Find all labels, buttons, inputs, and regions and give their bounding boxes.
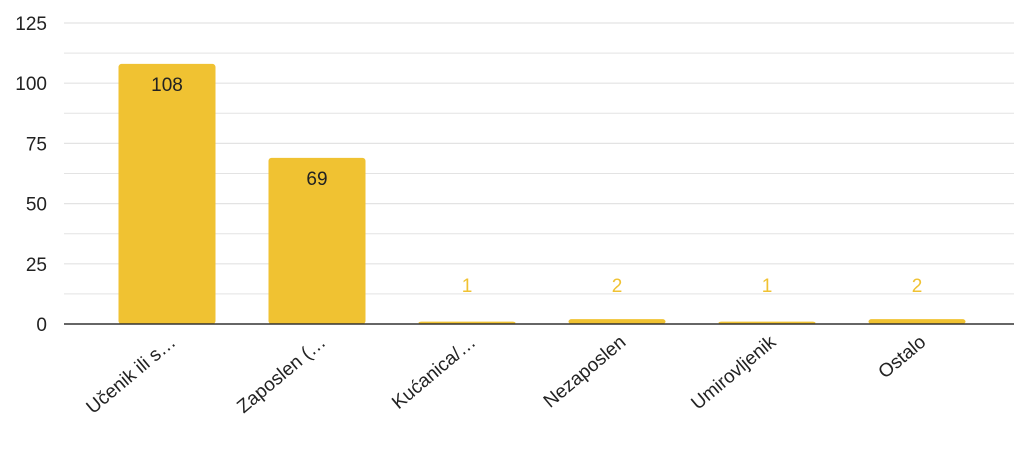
- gridlines: [64, 22, 1014, 295]
- y-tick-label: 100: [15, 74, 47, 95]
- x-tick-label: Ostalo: [875, 332, 931, 383]
- data-label: 1: [462, 276, 473, 297]
- x-tick-label: Zaposlen (…: [233, 332, 330, 418]
- x-axis-tick-labels: Učenik ili s… Zaposlen (… Kućanica/… Nezapo…: [83, 331, 931, 418]
- data-label: 2: [612, 276, 623, 297]
- x-tick-label: Učenik ili s…: [83, 332, 181, 419]
- data-labels: 108 69 1 2 1 2: [151, 75, 922, 297]
- data-label: 69: [306, 169, 327, 190]
- bar: [268, 157, 366, 324]
- bar: [118, 63, 216, 324]
- data-label: 2: [912, 276, 923, 297]
- y-tick-label: 125: [15, 14, 47, 35]
- bars: [118, 63, 966, 324]
- bar: [568, 319, 666, 324]
- y-tick-label: 25: [26, 255, 47, 276]
- y-axis-tick-labels: 0 25 50 75 100 125: [15, 14, 47, 336]
- data-label: 108: [151, 75, 183, 96]
- y-tick-label: 0: [36, 315, 47, 336]
- bar: [868, 319, 966, 324]
- x-tick-label: Umirovljenik: [687, 331, 780, 414]
- x-tick-label: Kućanica/…: [388, 332, 480, 414]
- y-tick-label: 75: [26, 134, 47, 155]
- data-label: 1: [762, 276, 773, 297]
- x-tick-label: Nezaposlen: [540, 332, 630, 413]
- y-tick-label: 50: [26, 195, 47, 216]
